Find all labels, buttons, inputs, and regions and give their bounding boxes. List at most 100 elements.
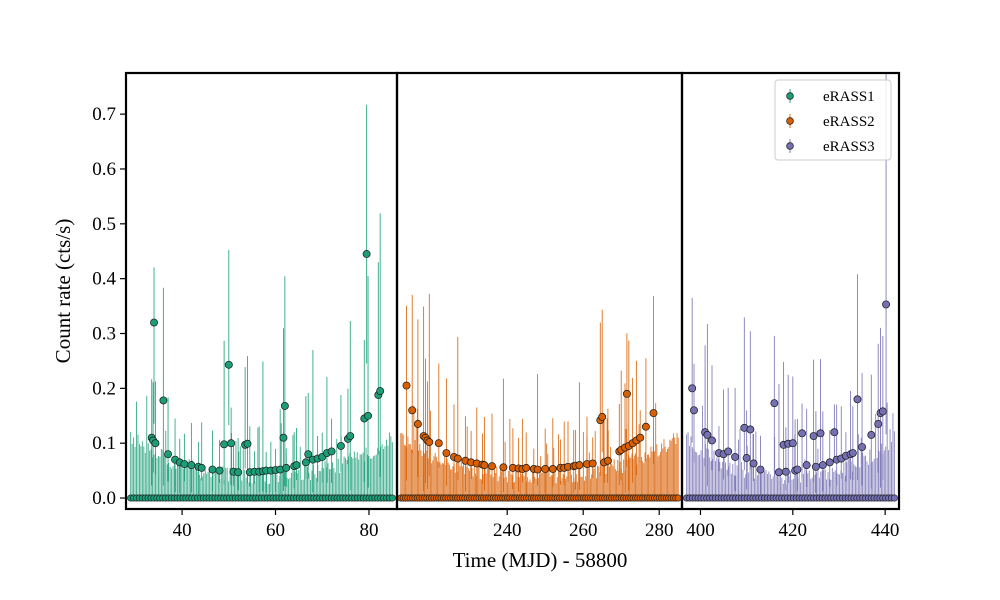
y-tick-label: 0.6 (92, 159, 116, 180)
eRASS1-data-point (301, 458, 310, 467)
panel-frame (124, 71, 399, 511)
eRASS2-data-point (480, 461, 489, 470)
eRASS3-data-point (858, 443, 867, 451)
eRASS2-data-point (588, 459, 597, 468)
eRASS3-data-point (802, 461, 811, 470)
eRASS1-data-point (336, 441, 345, 450)
legend-label: eRASS2 (823, 114, 875, 130)
x-tick-label: 240 (493, 520, 522, 541)
eRASS3-data-point (731, 452, 740, 461)
eRASS1-data-point (215, 466, 224, 475)
eRASS3-data-point (708, 436, 716, 445)
eRASS3-data-point (749, 459, 758, 468)
eRASS2-data-point (425, 438, 434, 447)
error-bars (130, 73, 895, 499)
eRASS1-data-point (150, 318, 158, 327)
eRASS1-data-point (304, 450, 313, 459)
data-points (127, 250, 898, 502)
y-tick-label: 0.3 (92, 324, 116, 345)
eRASS1-data-point (197, 463, 206, 472)
x-tick-label: 40 (173, 520, 192, 541)
eRASS3-data-point (788, 439, 797, 448)
eRASS3-data-point (882, 300, 891, 309)
eRASS2-data-point (408, 406, 417, 415)
eRASS1-data-point (280, 401, 289, 410)
eRASS2-data-point (499, 463, 508, 472)
eRASS1-data-point (159, 396, 168, 405)
eRASS2-data-point (649, 409, 658, 417)
eRASS3-data-point (809, 432, 818, 441)
x-tick-label: 60 (266, 520, 285, 541)
eRASS1-data-point (180, 460, 189, 468)
eRASS2-data-point (622, 389, 631, 398)
legend: eRASS1 eRASS2 eRASS3 (774, 79, 892, 161)
eRASS2-nondetection-point (674, 494, 682, 502)
x-tick-label: 280 (645, 520, 674, 541)
eRASS3-data-point (878, 407, 887, 416)
eRASS3-nondetection-point (890, 494, 898, 502)
eRASS1-data-point (346, 432, 355, 441)
x-tick-label: 400 (686, 520, 715, 541)
eRASS3-data-point (688, 384, 697, 393)
legend-label: eRASS3 (823, 139, 875, 155)
x-tick-label: 80 (359, 520, 378, 541)
x-tick-label: 260 (569, 520, 598, 541)
eRASS3-data-point (742, 454, 751, 462)
eRASS3-data-point (703, 431, 712, 439)
y-tick-label: 0.4 (92, 269, 116, 290)
eRASS3-data-point (818, 461, 827, 470)
eRASS2-data-point (488, 462, 496, 471)
axes: 0.0 0.1 0.2 0.3 0.4 0.5 0.6 0.7 40 60 80 240 260 280 4… (92, 71, 901, 541)
eRASS3-data-point (781, 467, 790, 476)
eRASS2-data-point (603, 456, 612, 465)
eRASS3-data-point (825, 458, 834, 467)
legend-marker (786, 142, 794, 150)
eRASS3-data-point (853, 395, 862, 404)
eRASS3-data-point (770, 399, 779, 408)
eRASS3-data-point (830, 428, 839, 437)
eRASS1-data-point (376, 387, 385, 396)
eRASS1-data-point (208, 465, 217, 474)
y-axis-label: Count rate (cts/s) (51, 219, 75, 364)
eRASS2-data-point (575, 461, 584, 470)
eRASS2-data-point (434, 439, 443, 448)
eRASS1-data-point (327, 447, 336, 456)
eRASS1-data-point (279, 433, 288, 442)
eRASS3-data-point (798, 429, 806, 438)
legend-marker (786, 92, 794, 100)
y-tick-label: 0.0 (92, 488, 116, 509)
eRASS2-data-point (548, 465, 557, 473)
eRASS3-data-point (775, 468, 783, 477)
eRASS1-data-point (243, 439, 252, 448)
legend-marker (786, 117, 794, 125)
eRASS1-data-point (220, 440, 229, 449)
x-tick-label: 440 (871, 520, 900, 541)
eRASS1-data-point (151, 439, 160, 448)
x-axis-label: Time (MJD) - 58800 (453, 548, 628, 572)
eRASS1-data-point (224, 360, 233, 369)
eRASS2-data-point (402, 381, 411, 390)
y-tick-label: 0.1 (92, 433, 116, 454)
eRASS2-data-point (522, 463, 531, 472)
eRASS3-data-point (793, 465, 802, 474)
eRASS2-data-point (641, 422, 650, 431)
eRASS3-data-point (874, 420, 883, 428)
panel-frame (680, 71, 901, 511)
eRASS1-data-point (282, 463, 291, 472)
eRASS3-data-point (690, 406, 698, 415)
eRASS1-nondetection-point (388, 494, 396, 502)
eRASS2-data-point (442, 449, 451, 458)
y-tick-label: 0.7 (92, 104, 116, 125)
y-tick-label: 0.2 (92, 378, 116, 399)
x-tick-label: 420 (779, 520, 808, 541)
eRASS2-data-point (541, 465, 550, 473)
eRASS3-data-point (746, 425, 755, 434)
eRASS2-data-point (598, 412, 607, 421)
eRASS2-data-point (533, 465, 542, 474)
y-tick-label: 0.5 (92, 214, 116, 235)
eRASS2-data-point (413, 420, 422, 428)
eRASS1-data-point (227, 439, 236, 448)
eRASS1-data-point (187, 461, 196, 470)
eRASS1-data-point (234, 468, 243, 477)
